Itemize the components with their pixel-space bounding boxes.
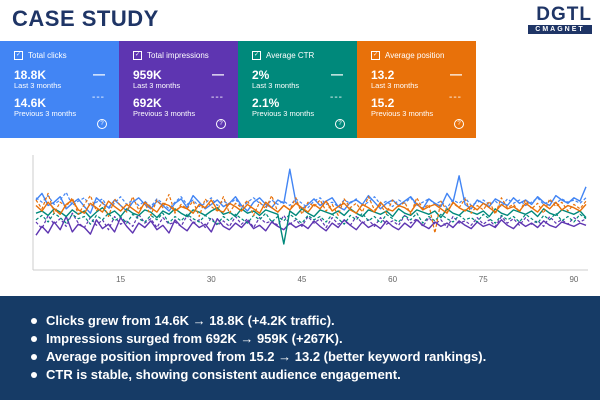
x-tick-label: 75 (479, 275, 488, 284)
performance-line-chart[interactable]: 15 30 45 60 75 90 (28, 150, 592, 290)
metric-cards: ✓ Total clicks 18.8K Last 3 months 14.6K… (0, 41, 476, 138)
help-icon[interactable]: ? (216, 119, 226, 129)
x-tick-label: 45 (297, 275, 306, 284)
series-line-average-ctr-previous-3-months (35, 212, 587, 225)
metric-card-header: ✓ Total impressions (133, 51, 209, 60)
checkbox-icon[interactable]: ✓ (133, 51, 142, 60)
checkbox-icon[interactable]: ✓ (371, 51, 380, 60)
current-value: 13.2 (371, 68, 395, 82)
metric-card-header: ✓ Average CTR (252, 51, 314, 60)
logo-tagline: CMAGNET (528, 25, 592, 34)
tick-layer: 15 30 45 60 75 90 (116, 275, 579, 284)
solid-line-legend-icon: — (450, 67, 462, 81)
previous-value: 2.1% (252, 96, 280, 110)
current-value: 18.8K (14, 68, 47, 82)
previous-period: Previous 3 months (252, 109, 315, 118)
current-period: Last 3 months (252, 81, 300, 90)
solid-line-legend-icon: — (93, 67, 105, 81)
metric-card-average-ctr[interactable]: ✓ Average CTR 2% Last 3 months 2.1% Prev… (238, 41, 357, 138)
company-logo: DGTL CMAGNET (514, 4, 592, 38)
x-tick-label: 60 (388, 275, 397, 284)
metric-card-header: ✓ Total clicks (14, 51, 67, 60)
page-title: CASE STUDY (12, 6, 159, 31)
solid-line-legend-icon: — (331, 67, 343, 81)
metric-label: Average CTR (266, 51, 315, 60)
insight-ctr: CTR is stable, showing consistent audien… (31, 366, 600, 384)
metric-label: Total impressions (147, 51, 209, 60)
previous-period: Previous 3 months (133, 109, 196, 118)
metric-card-total-clicks[interactable]: ✓ Total clicks 18.8K Last 3 months 14.6K… (0, 41, 119, 138)
current-value: 959K (133, 68, 162, 82)
series-line-total-impressions-previous-3-months (35, 212, 587, 231)
checkbox-icon[interactable]: ✓ (14, 51, 23, 60)
checkbox-icon[interactable]: ✓ (252, 51, 261, 60)
series-line-total-impressions-last-3-months (35, 215, 587, 236)
insights-panel: Clicks grew from 14.6K → 18.8K (+4.2K tr… (0, 296, 600, 400)
solid-line-legend-icon: — (212, 67, 224, 81)
series-layer (35, 168, 587, 245)
dashed-line-legend-icon: --- (92, 92, 105, 103)
metric-label: Total clicks (28, 51, 67, 60)
series-line-average-position-previous-3-months (35, 192, 587, 234)
current-period: Last 3 months (14, 81, 62, 90)
x-tick-label: 15 (116, 275, 125, 284)
insight-clicks: Clicks grew from 14.6K → 18.8K (+4.2K tr… (31, 312, 600, 330)
metric-card-header: ✓ Average position (371, 51, 444, 60)
x-tick-label: 30 (207, 275, 216, 284)
x-tick-label: 90 (569, 275, 578, 284)
previous-value: 15.2 (371, 96, 395, 110)
dashed-line-legend-icon: --- (211, 92, 224, 103)
help-icon[interactable]: ? (335, 119, 345, 129)
current-period: Last 3 months (133, 81, 181, 90)
dashed-line-legend-icon: --- (449, 92, 462, 103)
dashed-line-legend-icon: --- (330, 92, 343, 103)
insight-position: Average position improved from 15.2 → 13… (31, 348, 600, 366)
metric-card-total-impressions[interactable]: ✓ Total impressions 959K Last 3 months 6… (119, 41, 238, 138)
metric-label: Average position (385, 51, 445, 60)
current-period: Last 3 months (371, 81, 419, 90)
current-value: 2% (252, 68, 270, 82)
previous-period: Previous 3 months (371, 109, 434, 118)
metric-card-average-position[interactable]: ✓ Average position 13.2 Last 3 months 15… (357, 41, 476, 138)
help-icon[interactable]: ? (454, 119, 464, 129)
previous-value: 692K (133, 96, 162, 110)
previous-period: Previous 3 months (14, 109, 77, 118)
insight-impressions: Impressions surged from 692K → 959K (+26… (31, 330, 600, 348)
previous-value: 14.6K (14, 96, 47, 110)
help-icon[interactable]: ? (97, 119, 107, 129)
logo-wordmark: DGTL (536, 4, 592, 25)
insights-list: Clicks grew from 14.6K → 18.8K (+4.2K tr… (0, 296, 600, 384)
